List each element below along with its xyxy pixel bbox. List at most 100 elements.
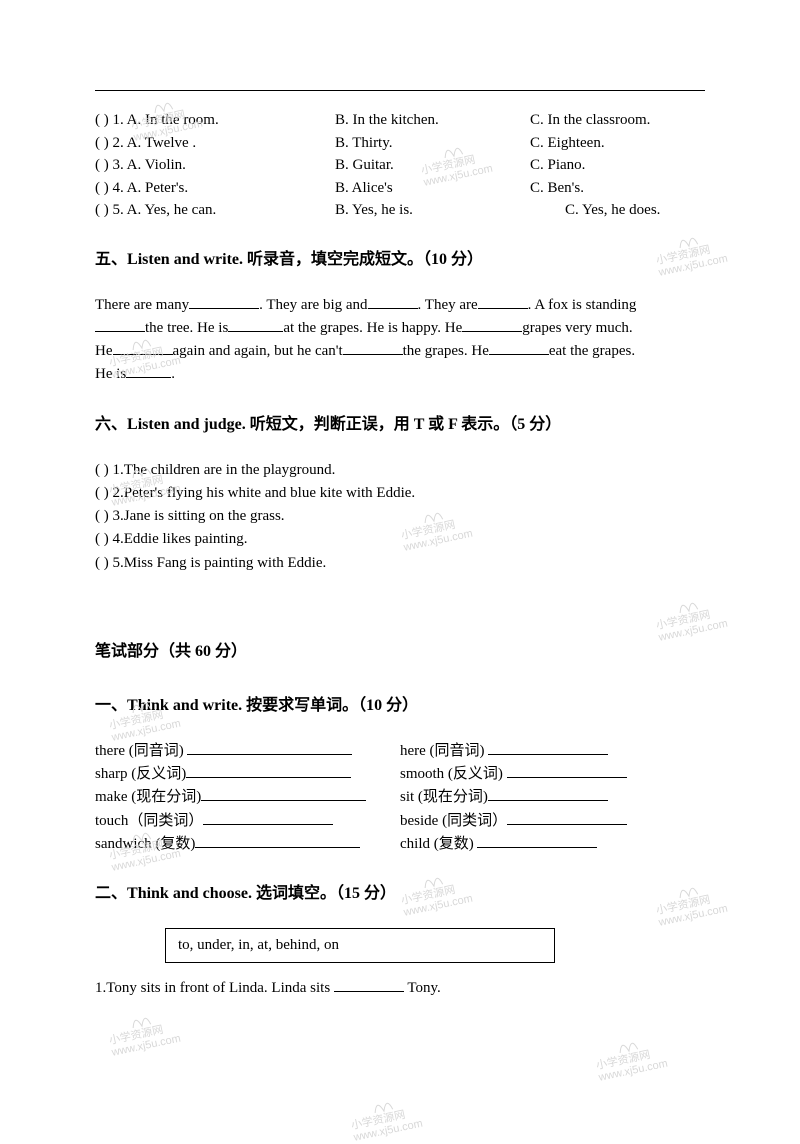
section-rest: 听录音，填空完成短文。（10 分） [243,251,483,268]
blank[interactable] [126,363,171,378]
blank[interactable] [477,833,597,848]
blank[interactable] [334,977,404,992]
vocab-left: make (现在分词) [95,789,201,805]
choice-row: ( ) 3. A. Violin. B. Guitar. C. Piano. [95,154,705,177]
text: grapes very much. [522,320,632,336]
vocab-right: smooth (反义词) [400,766,507,782]
word-box: to, under, in, at, behind, on [165,928,555,963]
section-num: 六、 [95,416,127,433]
text: again and again, but he can't [173,343,343,359]
vocab-block: there (同音词) here (同音词) sharp (反义词) smoot… [95,740,705,856]
choice-b: B. Thirty. [335,132,530,155]
text: 1.Tony sits in front of Linda. Linda sit… [95,980,334,996]
blank[interactable] [228,317,283,332]
text: . A fox is standing [528,297,637,313]
choice-row: ( ) 4. A. Peter's. B. Alice's C. Ben's. [95,177,705,200]
text: the tree. He is [145,320,228,336]
blank[interactable] [488,740,608,755]
blank[interactable] [186,763,351,778]
vocab-row: sharp (反义词) smooth (反义词) [95,763,705,786]
text: . [171,366,175,382]
blank[interactable] [195,833,360,848]
vocab-left: there (同音词) [95,743,187,759]
fill-paragraph: There are many . They are big and . They a… [95,294,705,387]
section-rest: 选词填空。（15 分） [252,885,396,902]
blank[interactable] [189,294,259,309]
top-rule [95,90,705,91]
blank[interactable] [488,786,608,801]
tf-item: ( ) 3.Jane is sitting on the grass. [95,505,705,528]
choice-a: ( ) 2. A. Twelve . [95,132,335,155]
blank[interactable] [201,786,366,801]
text: at the grapes. He is happy. He [283,320,462,336]
choice-a: ( ) 3. A. Violin. [95,154,335,177]
choice-b: B. Yes, he is. [335,199,530,222]
blank[interactable] [462,317,522,332]
question-1: 1.Tony sits in front of Linda. Linda sit… [95,977,705,1000]
text: . They are [418,297,478,313]
choice-b: B. Alice's [335,177,530,200]
blank[interactable] [187,740,352,755]
choice-block: ( ) 1. A. In the room. B. In the kitchen… [95,109,705,222]
vocab-row: sandwich (复数) child (复数) [95,833,705,856]
text: He [95,343,113,359]
tf-item: ( ) 2.Peter's flying his white and blue … [95,482,705,505]
section-w1-title: 一、Think and write. 按要求写单词。（10 分） [95,694,705,718]
choice-row: ( ) 5. A. Yes, he can. B. Yes, he is. C.… [95,199,705,222]
vocab-right: beside (同类词） [400,813,507,829]
section-num: 二、 [95,885,127,902]
blank[interactable] [95,317,145,332]
watermark: 小学资源网www.xj5u.com [591,1028,669,1084]
blank[interactable] [343,340,403,355]
text: Tony. [404,980,441,996]
blank[interactable] [507,810,627,825]
choice-a: ( ) 4. A. Peter's. [95,177,335,200]
vocab-row: touch（同类词） beside (同类词） [95,810,705,833]
written-section-header: 笔试部分（共 60 分） [95,640,705,664]
section-rest: 按要求写单词。（10 分） [242,697,418,714]
choice-b: B. Guitar. [335,154,530,177]
blank[interactable] [368,294,418,309]
choice-b: B. In the kitchen. [335,109,530,132]
section-num: 一、 [95,697,127,714]
blank[interactable] [113,340,173,355]
vocab-right: child (复数) [400,836,477,852]
watermark: 小学资源网www.xj5u.com [104,1003,182,1059]
section-w2-title: 二、Think and choose. 选词填空。（15 分） [95,882,705,906]
choice-row: ( ) 1. A. In the room. B. In the kitchen… [95,109,705,132]
text: He is [95,366,126,382]
tf-block: ( ) 1.The children are in the playground… [95,459,705,575]
section-num: 五、 [95,251,127,268]
tf-item: ( ) 1.The children are in the playground… [95,459,705,482]
choice-a: ( ) 5. A. Yes, he can. [95,199,335,222]
vocab-right: sit (现在分词) [400,789,488,805]
vocab-left: sharp (反义词) [95,766,186,782]
blank[interactable] [507,763,627,778]
section-en: Listen and write. [127,251,243,268]
section-5-title: 五、Listen and write. 听录音，填空完成短文。（10 分） [95,248,705,272]
choice-row: ( ) 2. A. Twelve . B. Thirty. C. Eightee… [95,132,705,155]
section-rest: 听短文，判断正误，用 T 或 F 表示。（5 分） [246,416,562,433]
text: eat the grapes. [549,343,635,359]
section-6-title: 六、Listen and judge. 听短文，判断正误，用 T 或 F 表示。… [95,413,705,437]
blank[interactable] [203,810,333,825]
vocab-row: make (现在分词) sit (现在分词) [95,786,705,809]
section-en: Think and write. [127,697,242,714]
text: There are many [95,297,189,313]
choice-c: C. In the classroom. [530,109,705,132]
text: . They are big and [259,297,367,313]
choice-c: C. Eighteen. [530,132,705,155]
section-en: Think and choose. [127,885,252,902]
watermark: 小学资源网www.xj5u.com [651,588,729,644]
vocab-row: there (同音词) here (同音词) [95,740,705,763]
tf-item: ( ) 4.Eddie likes painting. [95,528,705,551]
choice-c: C. Yes, he does. [530,199,705,222]
choice-c: C. Ben's. [530,177,705,200]
choice-c: C. Piano. [530,154,705,177]
tf-item: ( ) 5.Miss Fang is painting with Eddie. [95,552,705,575]
text: the grapes. He [403,343,489,359]
vocab-right: here (同音词) [400,743,488,759]
blank[interactable] [478,294,528,309]
blank[interactable] [489,340,549,355]
choice-a: ( ) 1. A. In the room. [95,109,335,132]
